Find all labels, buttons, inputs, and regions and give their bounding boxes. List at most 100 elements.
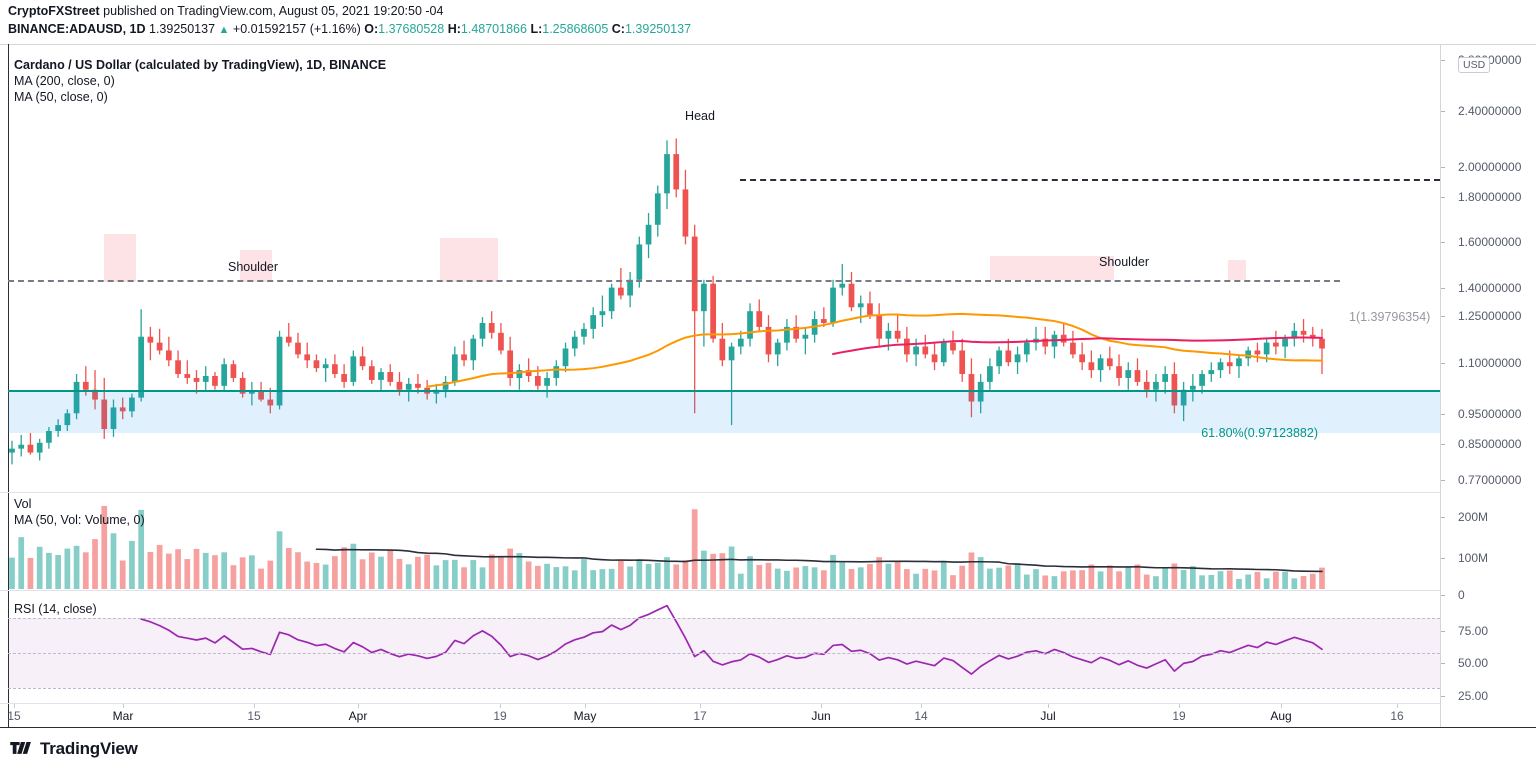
rejection-zone[interactable] [104, 234, 136, 282]
axis-tickmark [1441, 414, 1445, 415]
attribution-text: published on TradingView.com, August 05,… [99, 4, 444, 18]
open-value: 1.37680528 [378, 22, 445, 36]
time-tick-label: 14 [914, 709, 928, 723]
time-tick-label: Jun [811, 709, 831, 723]
last-price: 1.39250137 [149, 22, 216, 36]
rsi-level-50 [8, 653, 1440, 655]
candlestick-series [9, 138, 1325, 465]
price-tick-label: 25.00 [1458, 689, 1489, 703]
axis-tickmark [1441, 444, 1445, 445]
time-tickmark [358, 704, 359, 708]
rsi-time-separator [0, 703, 1440, 704]
time-tickmark [700, 704, 701, 708]
close-value: 1.39250137 [624, 22, 692, 36]
axis-tickmark [1441, 60, 1445, 61]
price-tick-label: 100M [1458, 551, 1489, 565]
open-label: O: [364, 22, 379, 36]
axis-tickmark [1441, 663, 1445, 664]
axis-tickmark [1441, 363, 1445, 364]
rsi-level-25 [8, 688, 1440, 690]
footer: TradingView [0, 728, 1536, 768]
quote-bar: BINANCE:ADAUSD, 1D 1.39250137 ▲ +0.01592… [8, 22, 691, 38]
price-tick-label: 0.85000000 [1458, 437, 1522, 451]
time-tickmark [1281, 704, 1282, 708]
rejection-zone[interactable] [990, 256, 1114, 280]
time-tick-label: 15 [7, 709, 21, 723]
neckline[interactable] [8, 280, 1340, 282]
price-tick-label: 1.10000000 [1458, 356, 1522, 370]
high-value: 1.48701866 [460, 22, 527, 36]
time-tick-label: 15 [247, 709, 261, 723]
time-tick-label: Apr [348, 709, 368, 723]
time-tick-label: May [573, 709, 597, 723]
symbol-label[interactable]: BINANCE:ADAUSD, 1D [8, 22, 146, 36]
horizontal-line-price-label: 1(1.39796354) [1349, 310, 1431, 324]
axis-tickmark [1441, 480, 1445, 481]
annotation-shoulder-right[interactable]: Shoulder [1098, 255, 1150, 269]
time-tickmark [14, 704, 15, 708]
price-tick-label: 2.40000000 [1458, 104, 1522, 118]
left-axis-border [8, 44, 9, 728]
time-tickmark [123, 704, 124, 708]
volume-ma-line [315, 548, 1323, 573]
axis-tickmark [1441, 111, 1445, 112]
rejection-zone[interactable] [240, 250, 272, 282]
time-tick-label: Aug [1270, 709, 1292, 723]
low-label: L: [530, 22, 543, 36]
tradingview-wordmark: TradingView [40, 739, 138, 758]
resistance-line[interactable] [740, 179, 1440, 181]
price-tick-label: 0 [1458, 588, 1465, 602]
price-tick-label: 0.95000000 [1458, 407, 1522, 421]
time-tick-label: Jul [1040, 709, 1056, 723]
axis-tickmark [1441, 631, 1445, 632]
ma200-line [426, 312, 1323, 388]
price-axis-divider [1440, 44, 1441, 728]
time-tickmark [921, 704, 922, 708]
rsi-level-75 [8, 618, 1440, 620]
volume-rsi-separator [0, 590, 1440, 591]
top-divider [0, 44, 1536, 45]
axis-tickmark [1441, 517, 1445, 518]
annotation-shoulder-left[interactable]: Shoulder [227, 260, 279, 274]
price-tick-label: 1.60000000 [1458, 235, 1522, 249]
axis-tickmark [1441, 558, 1445, 559]
price-volume-separator [0, 492, 1440, 493]
chart-canvas[interactable] [0, 44, 1440, 728]
axis-tickmark [1441, 595, 1445, 596]
time-tickmark [821, 704, 822, 708]
price-tick-label: 1.25000000 [1458, 309, 1522, 323]
rejection-zone[interactable] [440, 238, 498, 282]
rsi-band [8, 618, 1440, 689]
attribution-line: CryptoFXStreet published on TradingView.… [8, 4, 443, 19]
support-zone-blue[interactable] [8, 392, 1440, 433]
time-tick-label: 17 [693, 709, 707, 723]
annotation-head[interactable]: Head [685, 109, 715, 123]
time-axis[interactable]: 15 Mar 15 Apr 19 May 17 Jun 14 Jul 19 Aug 16 [0, 704, 1440, 728]
plot-area[interactable]: Shoulder Head Shoulder 61.80%(0.97123882… [0, 44, 1440, 728]
rejection-zone[interactable] [1228, 260, 1246, 280]
time-tickmark [1397, 704, 1398, 708]
axis-tickmark [1441, 167, 1445, 168]
fib-level-line [8, 390, 1440, 392]
time-tick-label: Mar [112, 709, 134, 723]
chart-frame[interactable]: Shoulder Head Shoulder 61.80%(0.97123882… [0, 44, 1536, 728]
axis-tickmark [1441, 197, 1445, 198]
time-tick-label: 19 [1172, 709, 1186, 723]
axis-tickmark [1441, 316, 1445, 317]
price-tick-label: 1.80000000 [1458, 190, 1522, 204]
time-tick-label: 19 [493, 709, 507, 723]
publisher-name: CryptoFXStreet [8, 4, 100, 18]
price-tick-label: 75.00 [1458, 624, 1489, 638]
tradingview-mark-icon [10, 741, 31, 754]
price-axis[interactable]: 2.800000002.400000002.000000001.80000000… [1441, 44, 1536, 728]
time-tickmark [254, 704, 255, 708]
tradingview-logo[interactable]: TradingView [10, 739, 138, 759]
price-tick-label: 2.00000000 [1458, 160, 1522, 174]
close-label: C: [611, 22, 625, 36]
time-tick-label: 16 [1390, 709, 1404, 723]
ma50-line [832, 336, 1323, 356]
rsi-line [140, 604, 1323, 675]
low-value: 1.25868605 [542, 22, 609, 36]
price-tick-label: 0.77000000 [1458, 473, 1522, 487]
